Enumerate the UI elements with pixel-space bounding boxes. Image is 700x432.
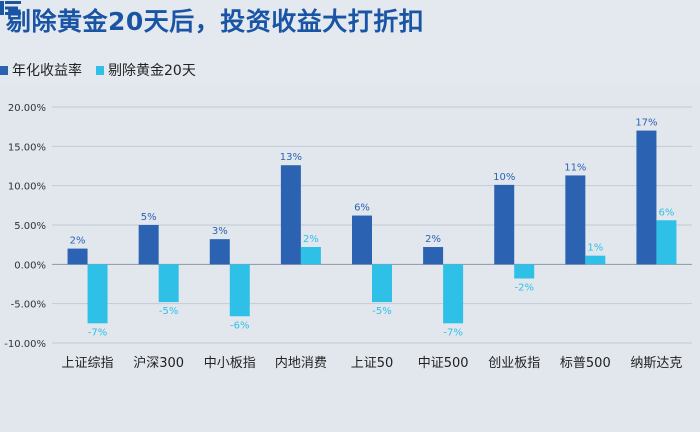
x-tick-label: 沪深300 xyxy=(133,355,184,371)
x-tick-label: 纳斯达克 xyxy=(630,356,682,371)
bar-excluded xyxy=(585,255,606,265)
bar-excluded xyxy=(443,264,464,324)
data-label-excluded: 6% xyxy=(659,207,675,218)
bar-annual xyxy=(138,225,159,265)
data-label-annual: 17% xyxy=(635,118,657,129)
data-label-excluded: -5% xyxy=(159,306,178,317)
x-tick-label: 中证500 xyxy=(418,356,469,371)
y-tick-label: 20.00% xyxy=(8,103,46,114)
legend-label-excluded: 剔除黄金20天 xyxy=(108,63,196,79)
legend-swatch-excluded xyxy=(96,65,104,75)
x-tick-label: 创业板指 xyxy=(488,356,540,371)
y-tick-label: 15.00% xyxy=(8,142,46,153)
data-label-annual: 13% xyxy=(280,152,302,163)
data-label-excluded: 2% xyxy=(303,234,319,245)
chart-panel: -10.00% -5.00% 0.00% 5.00% 10.00% 15.00% 20.00… xyxy=(0,84,700,432)
data-label-excluded: 1% xyxy=(587,243,603,254)
data-label-annual: 5% xyxy=(141,212,157,223)
x-tick-label: 上证综指 xyxy=(62,356,114,371)
bar-annual xyxy=(280,165,301,265)
legend-label-annual: 年化收益率 xyxy=(12,63,82,79)
x-tick-label: 上证50 xyxy=(351,356,394,371)
bar-annual xyxy=(636,130,657,265)
legend: 年化收益率 剔除黄金20天 xyxy=(0,60,196,80)
bar-annual xyxy=(565,175,586,265)
data-label-annual: 10% xyxy=(493,172,515,183)
bar-annual xyxy=(423,247,444,265)
legend-item-excluded: 剔除黄金20天 xyxy=(96,60,196,80)
data-label-excluded: -7% xyxy=(88,327,107,338)
data-label-excluded: -2% xyxy=(514,282,533,293)
bar-annual xyxy=(209,239,230,265)
x-tick-label: 标普500 xyxy=(560,356,611,371)
legend-item-annual: 年化收益率 xyxy=(0,60,82,80)
data-label-excluded: -7% xyxy=(443,327,462,338)
legend-swatch-annual xyxy=(0,65,8,75)
x-tick-label: 中小板指 xyxy=(204,356,256,371)
y-tick-label: 10.00% xyxy=(8,182,46,193)
bar-annual xyxy=(352,215,372,265)
brand-logo-icon xyxy=(0,1,21,15)
bar-excluded xyxy=(158,264,179,303)
y-tick-label: 5.00% xyxy=(14,221,46,232)
bar-excluded xyxy=(656,220,677,265)
bar-annual xyxy=(494,184,515,265)
bar-excluded xyxy=(229,264,250,317)
x-tick-label: 内地消费 xyxy=(275,355,327,371)
bar-excluded xyxy=(300,247,321,265)
data-label-excluded: -5% xyxy=(372,306,391,317)
data-label-annual: 3% xyxy=(212,226,228,237)
y-tick-label: 0.00% xyxy=(14,260,46,271)
y-tick-label: -10.00% xyxy=(4,339,46,350)
data-label-annual: 6% xyxy=(354,203,370,214)
chart-title: 剔除黄金20天后，投资收益大打折扣 xyxy=(6,7,425,36)
data-label-annual: 2% xyxy=(70,236,86,247)
data-label-annual: 11% xyxy=(564,162,586,173)
bar-annual xyxy=(67,248,88,265)
bar-excluded xyxy=(87,264,108,324)
y-tick-label: -5.00% xyxy=(11,300,46,311)
bar-chart: -10.00% -5.00% 0.00% 5.00% 10.00% 15.00% 20.00… xyxy=(4,103,692,371)
data-label-excluded: -6% xyxy=(230,320,249,331)
bar-excluded xyxy=(514,264,535,279)
data-label-annual: 2% xyxy=(425,234,441,245)
bar-excluded xyxy=(372,264,392,303)
